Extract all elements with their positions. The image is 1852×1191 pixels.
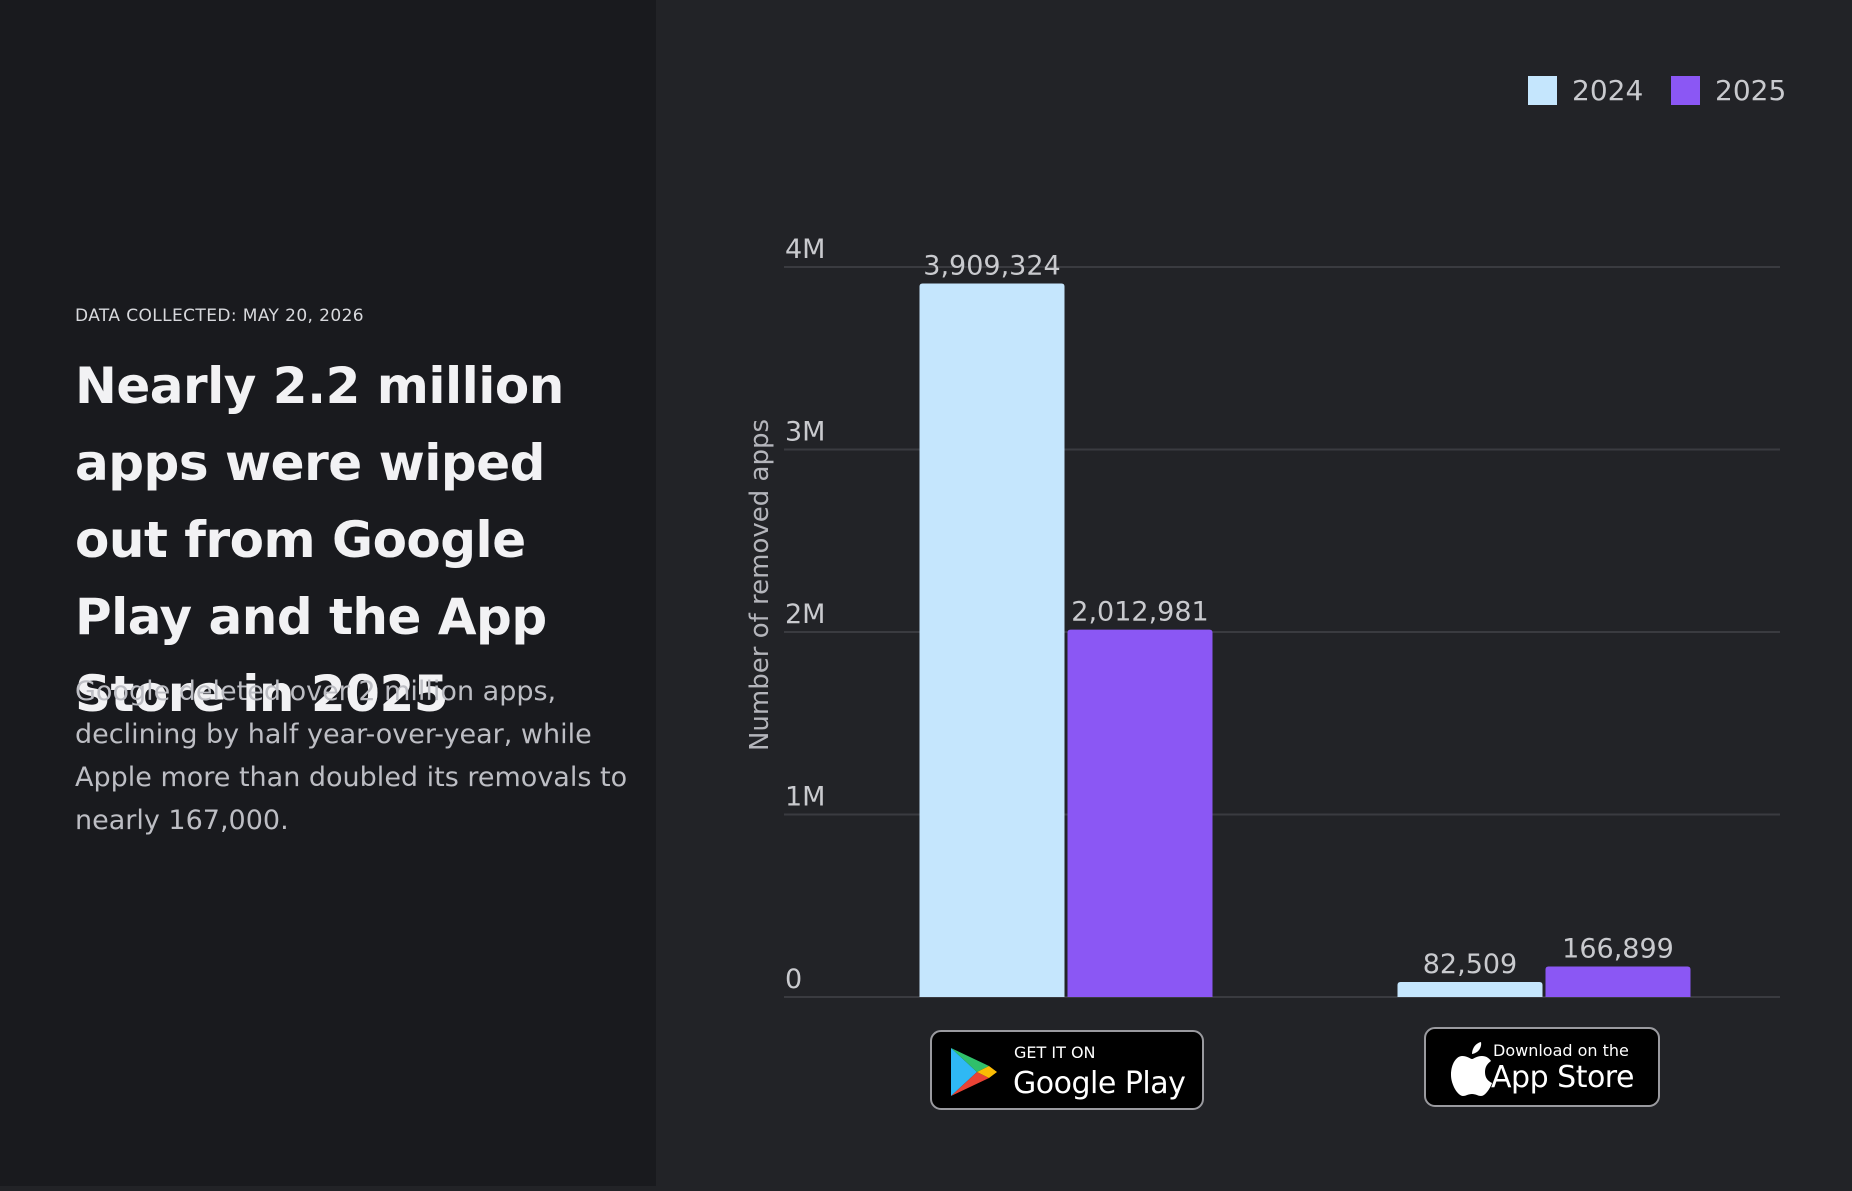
- google-badge-top-text: GET IT ON: [1014, 1043, 1096, 1062]
- bar-2024-app-store: [1397, 981, 1543, 997]
- legend-swatch-2025: [1671, 76, 1700, 105]
- bar-2024-google-play: [919, 283, 1065, 998]
- bar-2025-app-store: [1545, 966, 1691, 997]
- y-tick-label: 0: [785, 964, 802, 995]
- legend-label-2025: 2025: [1715, 74, 1786, 107]
- y-tick-label: 4M: [785, 234, 825, 265]
- y-tick-label: 1M: [785, 782, 825, 813]
- data-collected-date: DATA COLLECTED: MAY 20, 2026: [75, 306, 365, 326]
- y-axis-label: Number of removed apps: [745, 419, 775, 751]
- subtitle: Google deleted over 2 million apps, decl…: [75, 676, 628, 836]
- legend: 2024 2025: [1528, 74, 1786, 107]
- legend-label-2024: 2024: [1572, 74, 1643, 107]
- app-store-badge[interactable]: Download on the App Store: [1424, 1027, 1660, 1107]
- legend-swatch-2024: [1528, 76, 1557, 105]
- apple-badge-main-text: App Store: [1491, 1060, 1634, 1095]
- apple-icon: [1451, 1042, 1492, 1096]
- google-play-icon: [951, 1048, 997, 1096]
- chart-panel: 0 1M 2M 3M 4M 3,909,324 82,509 2,012,981 166,89…: [656, 0, 1852, 1186]
- data-label: 3,909,324: [923, 251, 1060, 282]
- left-panel: DATA COLLECTED: MAY 20, 2026 Nearly 2.2 …: [0, 0, 656, 1186]
- google-badge-main-text: Google Play: [1013, 1066, 1185, 1101]
- data-label: 82,509: [1423, 949, 1517, 980]
- y-tick-label: 2M: [785, 599, 825, 630]
- data-label: 166,899: [1562, 934, 1674, 965]
- google-play-badge[interactable]: GET IT ON Google Play: [930, 1030, 1204, 1110]
- data-label: 2,012,981: [1071, 597, 1208, 628]
- headline: Nearly 2.2 million apps were wiped out f…: [75, 357, 564, 723]
- y-tick-label: 3M: [785, 417, 825, 448]
- bar-2025-google-play: [1067, 629, 1213, 997]
- apple-badge-top-text: Download on the: [1493, 1041, 1629, 1060]
- bar-chart: 0 1M 2M 3M 4M 3,909,324 82,509 2,012,981 166,89…: [745, 74, 1786, 1110]
